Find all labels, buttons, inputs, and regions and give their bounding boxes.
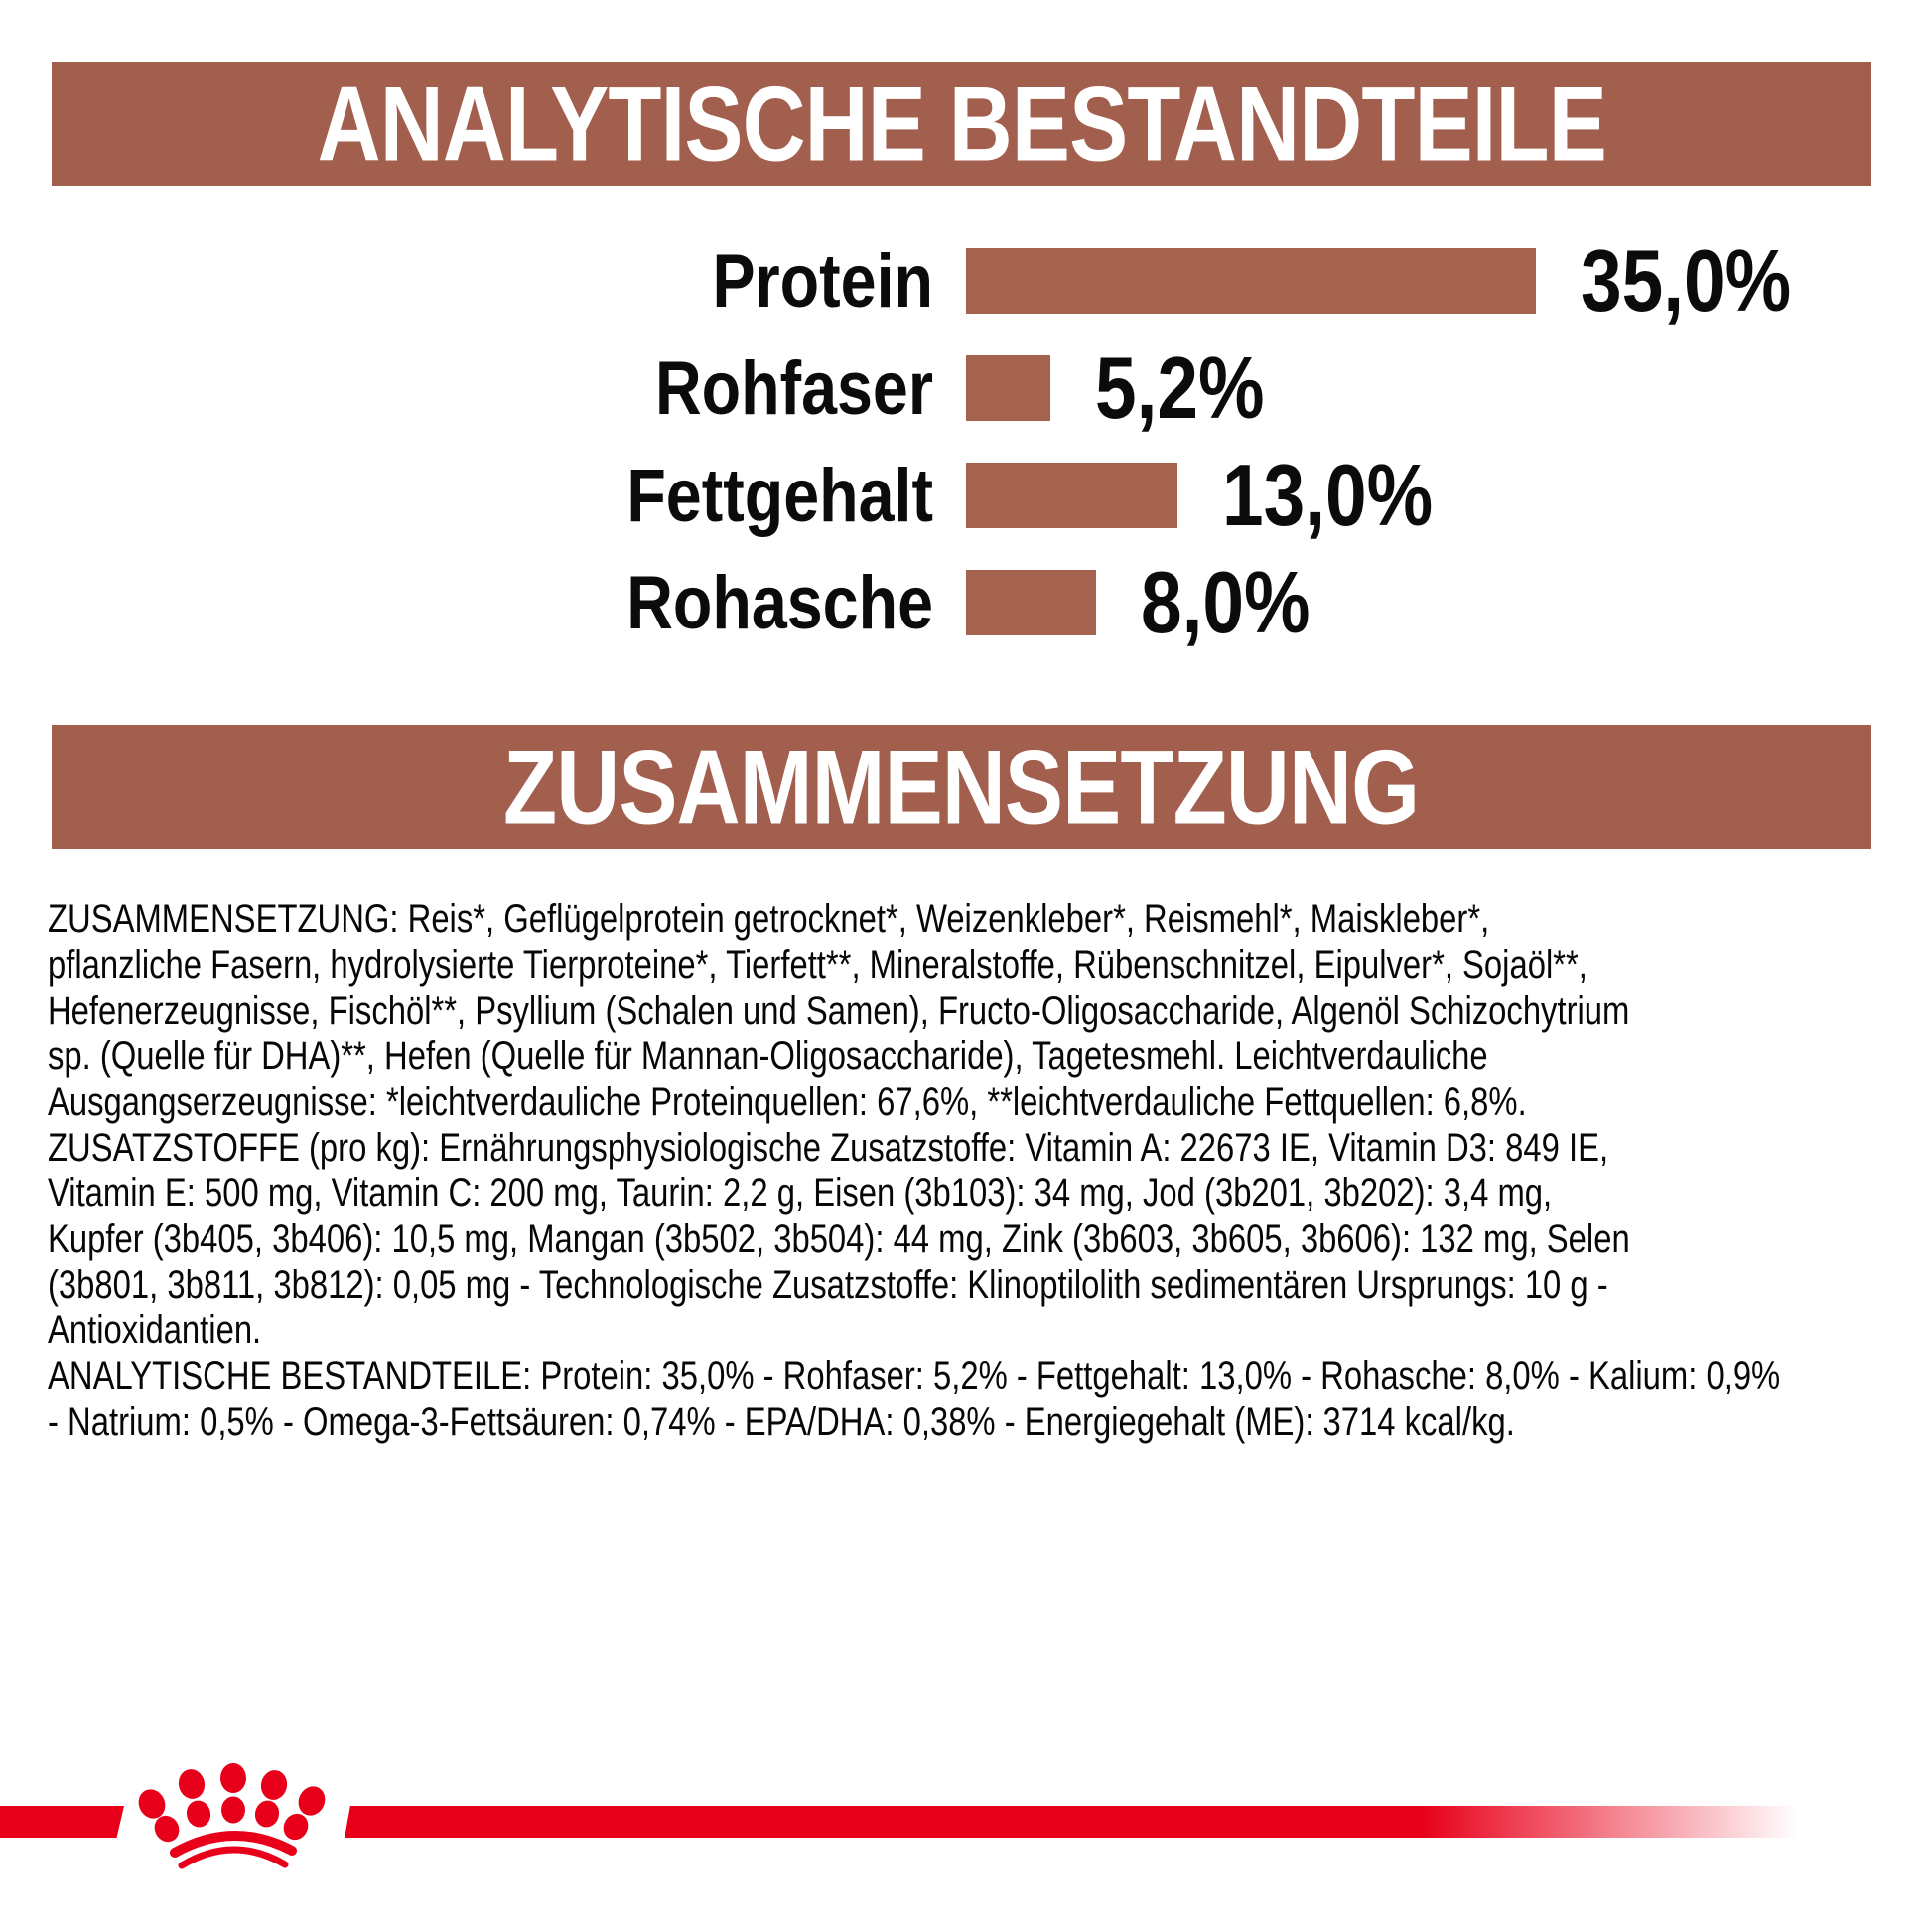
composition-line: sp. (Quelle für DHA)**, Hefen (Quelle fü… (48, 1035, 1488, 1078)
bar-protein (966, 248, 1536, 314)
bar-rohfaser (966, 355, 1050, 421)
composition-text-block: ZUSAMMENSETZUNG: Reis*, Geflügelprotein … (48, 897, 1932, 1445)
footer-stripe-right (345, 1806, 1799, 1838)
additives-line: Kupfer (3b405, 3b406): 10,5 mg, Mangan (… (48, 1217, 1630, 1261)
composition-header-bar: ZUSAMMENSETZUNG (52, 725, 1871, 849)
additives-line: ZUSATZSTOFFE (pro kg): Ernährungsphysiol… (48, 1126, 1609, 1170)
bar-label-rohasche: Rohasche (626, 560, 933, 645)
composition-line: ZUSAMMENSETZUNG: Reis*, Geflügelprotein … (48, 897, 1490, 941)
analytical-header-bar: ANALYTISCHE BESTANDTEILE (52, 62, 1871, 186)
bar-value-fettgehalt: 13,0% (1222, 446, 1434, 544)
footer-stripe-left (0, 1806, 124, 1838)
bar-value-rohasche: 8,0% (1141, 553, 1311, 651)
bar-rohasche (966, 570, 1096, 635)
bar-value-protein: 35,0% (1581, 231, 1792, 330)
additives-line: Antioxidantien. (48, 1309, 262, 1352)
chart-row-rohfaser: Rohfaser 5,2% (48, 339, 1932, 437)
analytical-summary-line: - Natrium: 0,5% - Omega-3-Fettsäuren: 0,… (48, 1400, 1515, 1444)
analytical-header-title: ANALYTISCHE BESTANDTEILE (317, 64, 1606, 184)
bar-label-rohfaser: Rohfaser (654, 345, 933, 431)
additives-line: Vitamin E: 500 mg, Vitamin C: 200 mg, Ta… (48, 1172, 1553, 1215)
composition-line: Hefenerzeugnisse, Fischöl**, Psyllium (S… (48, 989, 1630, 1033)
bar-value-rohfaser: 5,2% (1095, 339, 1265, 437)
analytical-summary-line: ANALYTISCHE BESTANDTEILE: Protein: 35,0%… (48, 1354, 1781, 1398)
composition-line: Ausgangserzeugnisse: *leichtverdauliche … (48, 1080, 1527, 1124)
composition-line: pflanzliche Fasern, hydrolysierte Tierpr… (48, 943, 1587, 987)
chart-row-protein: Protein 35,0% (48, 231, 1932, 330)
composition-header-title: ZUSAMMENSETZUNG (503, 727, 1420, 847)
additives-line: (3b801, 3b811, 3b812): 0,05 mg - Technol… (48, 1263, 1608, 1307)
royal-canin-crown-icon (138, 1763, 326, 1869)
chart-row-rohasche: Rohasche 8,0% (48, 553, 1932, 651)
bar-fettgehalt (966, 463, 1177, 528)
chart-row-fettgehalt: Fettgehalt 13,0% (48, 446, 1932, 544)
bar-label-fettgehalt: Fettgehalt (626, 453, 933, 538)
bar-label-protein: Protein (712, 238, 933, 324)
